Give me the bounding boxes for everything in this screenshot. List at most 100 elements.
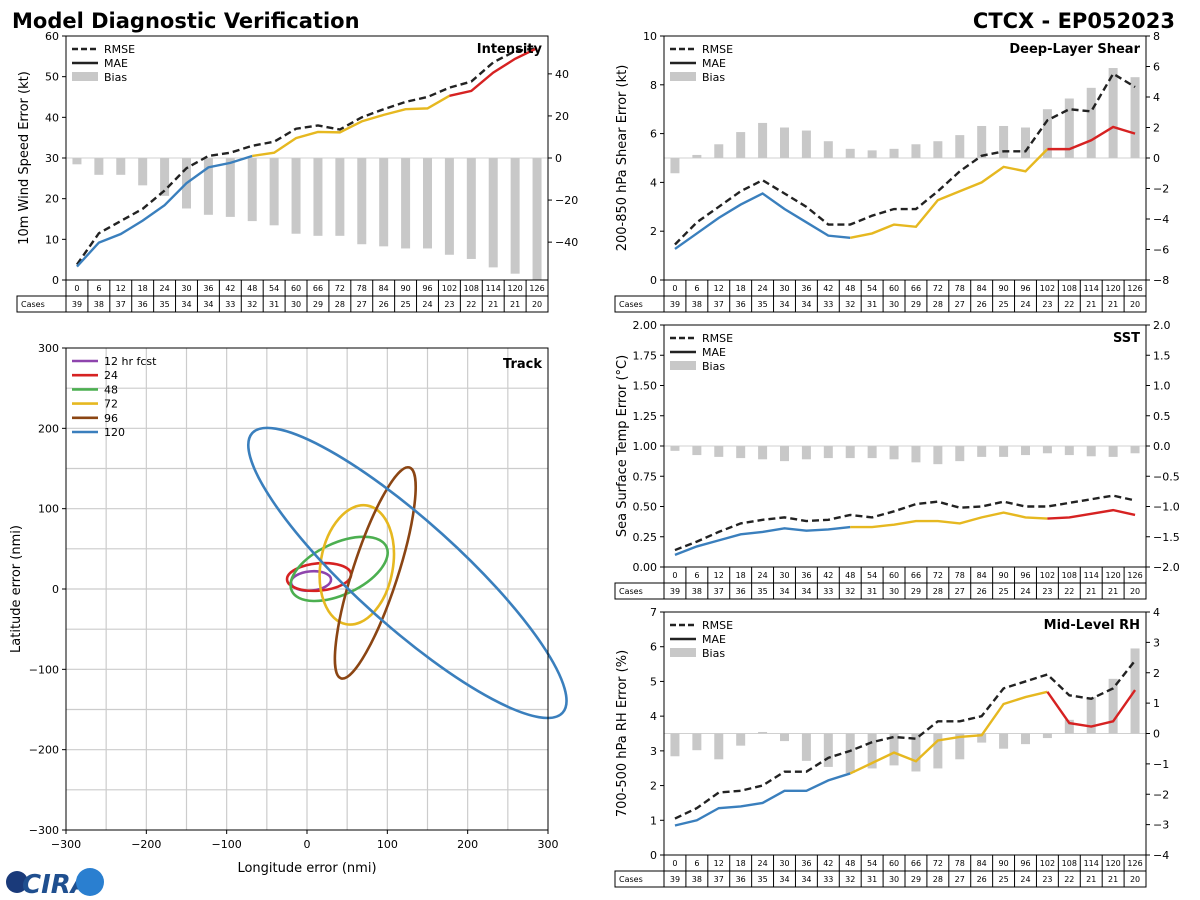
- y-tick-label: 0.25: [633, 531, 658, 544]
- y-tick-label: 6: [650, 641, 657, 654]
- bias-bar: [247, 158, 257, 222]
- case-count-cell: 32: [247, 300, 257, 309]
- case-count-cell: 24: [1020, 300, 1030, 309]
- legend-rmse-label: RMSE: [702, 43, 733, 56]
- bias-bar: [1042, 446, 1052, 454]
- case-count-cell: 34: [801, 587, 811, 596]
- mae-line-segment-2: [449, 47, 538, 97]
- y2-tick-label: 2: [1153, 667, 1160, 680]
- case-count-cell: 27: [955, 875, 965, 884]
- cira-globe-icon: [6, 871, 28, 893]
- lead-hour-cell: 66: [911, 859, 921, 868]
- lead-hour-cell: 0: [672, 859, 677, 868]
- bias-bar: [72, 158, 82, 165]
- legend-label: 72: [104, 398, 118, 411]
- y2-tick-label: 20: [555, 110, 569, 123]
- case-count-cell: 32: [845, 587, 855, 596]
- track-ellipse-72: [318, 503, 396, 626]
- lead-hour-cell: 96: [422, 284, 432, 293]
- bias-bar: [889, 446, 899, 460]
- lead-hour-cell: 6: [694, 859, 699, 868]
- y2-tick-label: −2: [1153, 788, 1169, 801]
- case-count-cell: 29: [911, 875, 921, 884]
- case-count-cell: 27: [357, 300, 367, 309]
- case-count-cell: 37: [714, 587, 724, 596]
- rmse-line: [75, 47, 538, 266]
- legend-bias-swatch: [72, 72, 98, 81]
- mae-line-segment-1: [252, 94, 451, 158]
- lead-hour-cell: 78: [955, 284, 965, 293]
- lead-hour-cell: 42: [823, 571, 833, 580]
- y-tick-label: 6: [650, 128, 657, 141]
- panel-title: Intensity: [477, 42, 543, 57]
- lead-hour-cell: 78: [955, 571, 965, 580]
- track-ellipse-96: [333, 465, 417, 680]
- cases-label: Cases: [619, 300, 643, 309]
- case-count-cell: 36: [736, 875, 746, 884]
- bias-bar: [823, 446, 833, 459]
- chart-sst: 0.000.250.500.751.001.251.501.752.00−2.0…: [614, 319, 1180, 600]
- y2-tick-label: 4: [1153, 91, 1160, 104]
- x-tick-label: 100: [377, 838, 398, 851]
- bias-bar: [823, 141, 833, 158]
- lead-hour-cell: 30: [181, 284, 191, 293]
- bias-bar: [1108, 678, 1118, 734]
- lead-hour-cell: 0: [74, 284, 79, 293]
- case-count-cell: 23: [1042, 300, 1052, 309]
- case-count-cell: 21: [1108, 875, 1118, 884]
- lead-hour-cell: 66: [911, 571, 921, 580]
- bias-bar: [977, 733, 987, 743]
- page-title: Model Diagnostic Verification: [12, 9, 360, 33]
- lead-hour-cell: 12: [714, 859, 724, 868]
- bias-bar: [845, 733, 855, 773]
- case-count-cell: 35: [159, 300, 169, 309]
- case-count-cell: 22: [1064, 300, 1074, 309]
- bias-bar: [977, 446, 987, 457]
- bias-bar: [203, 158, 213, 215]
- bias-bar: [670, 446, 680, 451]
- bias-bar: [291, 158, 301, 234]
- lead-hour-cell: 72: [933, 571, 943, 580]
- lead-hour-cell: 0: [672, 284, 677, 293]
- lead-hour-cell: 108: [1062, 284, 1077, 293]
- case-count-cell: 21: [510, 300, 520, 309]
- lead-hour-cell: 66: [313, 284, 323, 293]
- bias-bar: [867, 446, 877, 459]
- case-count-cell: 29: [911, 300, 921, 309]
- y2-tick-label: 1.0: [1153, 380, 1171, 393]
- bias-bar: [714, 144, 724, 158]
- y2-tick-label: 0.5: [1153, 410, 1171, 423]
- bias-bar: [736, 446, 746, 459]
- case-count-cell: 34: [181, 300, 191, 309]
- lead-hour-cell: 96: [1020, 859, 1030, 868]
- case-count-cell: 35: [757, 300, 767, 309]
- bias-bar: [758, 122, 768, 158]
- bias-bar: [780, 127, 789, 158]
- y-axis-label: Sea Surface Temp Error (°C): [615, 355, 630, 537]
- case-count-cell: 37: [714, 875, 724, 884]
- y-tick-label: 4: [650, 710, 657, 723]
- case-count-cell: 30: [889, 587, 899, 596]
- mae-line-segment-1: [849, 148, 1049, 240]
- bias-bar: [933, 446, 943, 465]
- case-count-cell: 36: [736, 587, 746, 596]
- lead-hour-cell: 6: [694, 571, 699, 580]
- lead-hour-cell: 108: [1062, 859, 1077, 868]
- case-count-cell: 32: [845, 875, 855, 884]
- lead-hour-cell: 114: [1084, 859, 1099, 868]
- case-count-cell: 23: [444, 300, 454, 309]
- bias-bar: [401, 158, 411, 249]
- mae-line-segment-2: [1047, 508, 1136, 520]
- bias-bar: [714, 446, 724, 457]
- lead-hour-cell: 36: [801, 284, 811, 293]
- bias-bar: [845, 148, 855, 158]
- y2-tick-label: 6: [1153, 61, 1160, 74]
- lead-hour-cell: 78: [357, 284, 367, 293]
- case-count-cell: 24: [1020, 587, 1030, 596]
- lead-hour-cell: 54: [867, 571, 877, 580]
- case-count-cell: 22: [1064, 587, 1074, 596]
- bias-bar: [823, 733, 833, 767]
- lead-hour-cell: 18: [736, 859, 746, 868]
- bias-bar: [488, 158, 498, 268]
